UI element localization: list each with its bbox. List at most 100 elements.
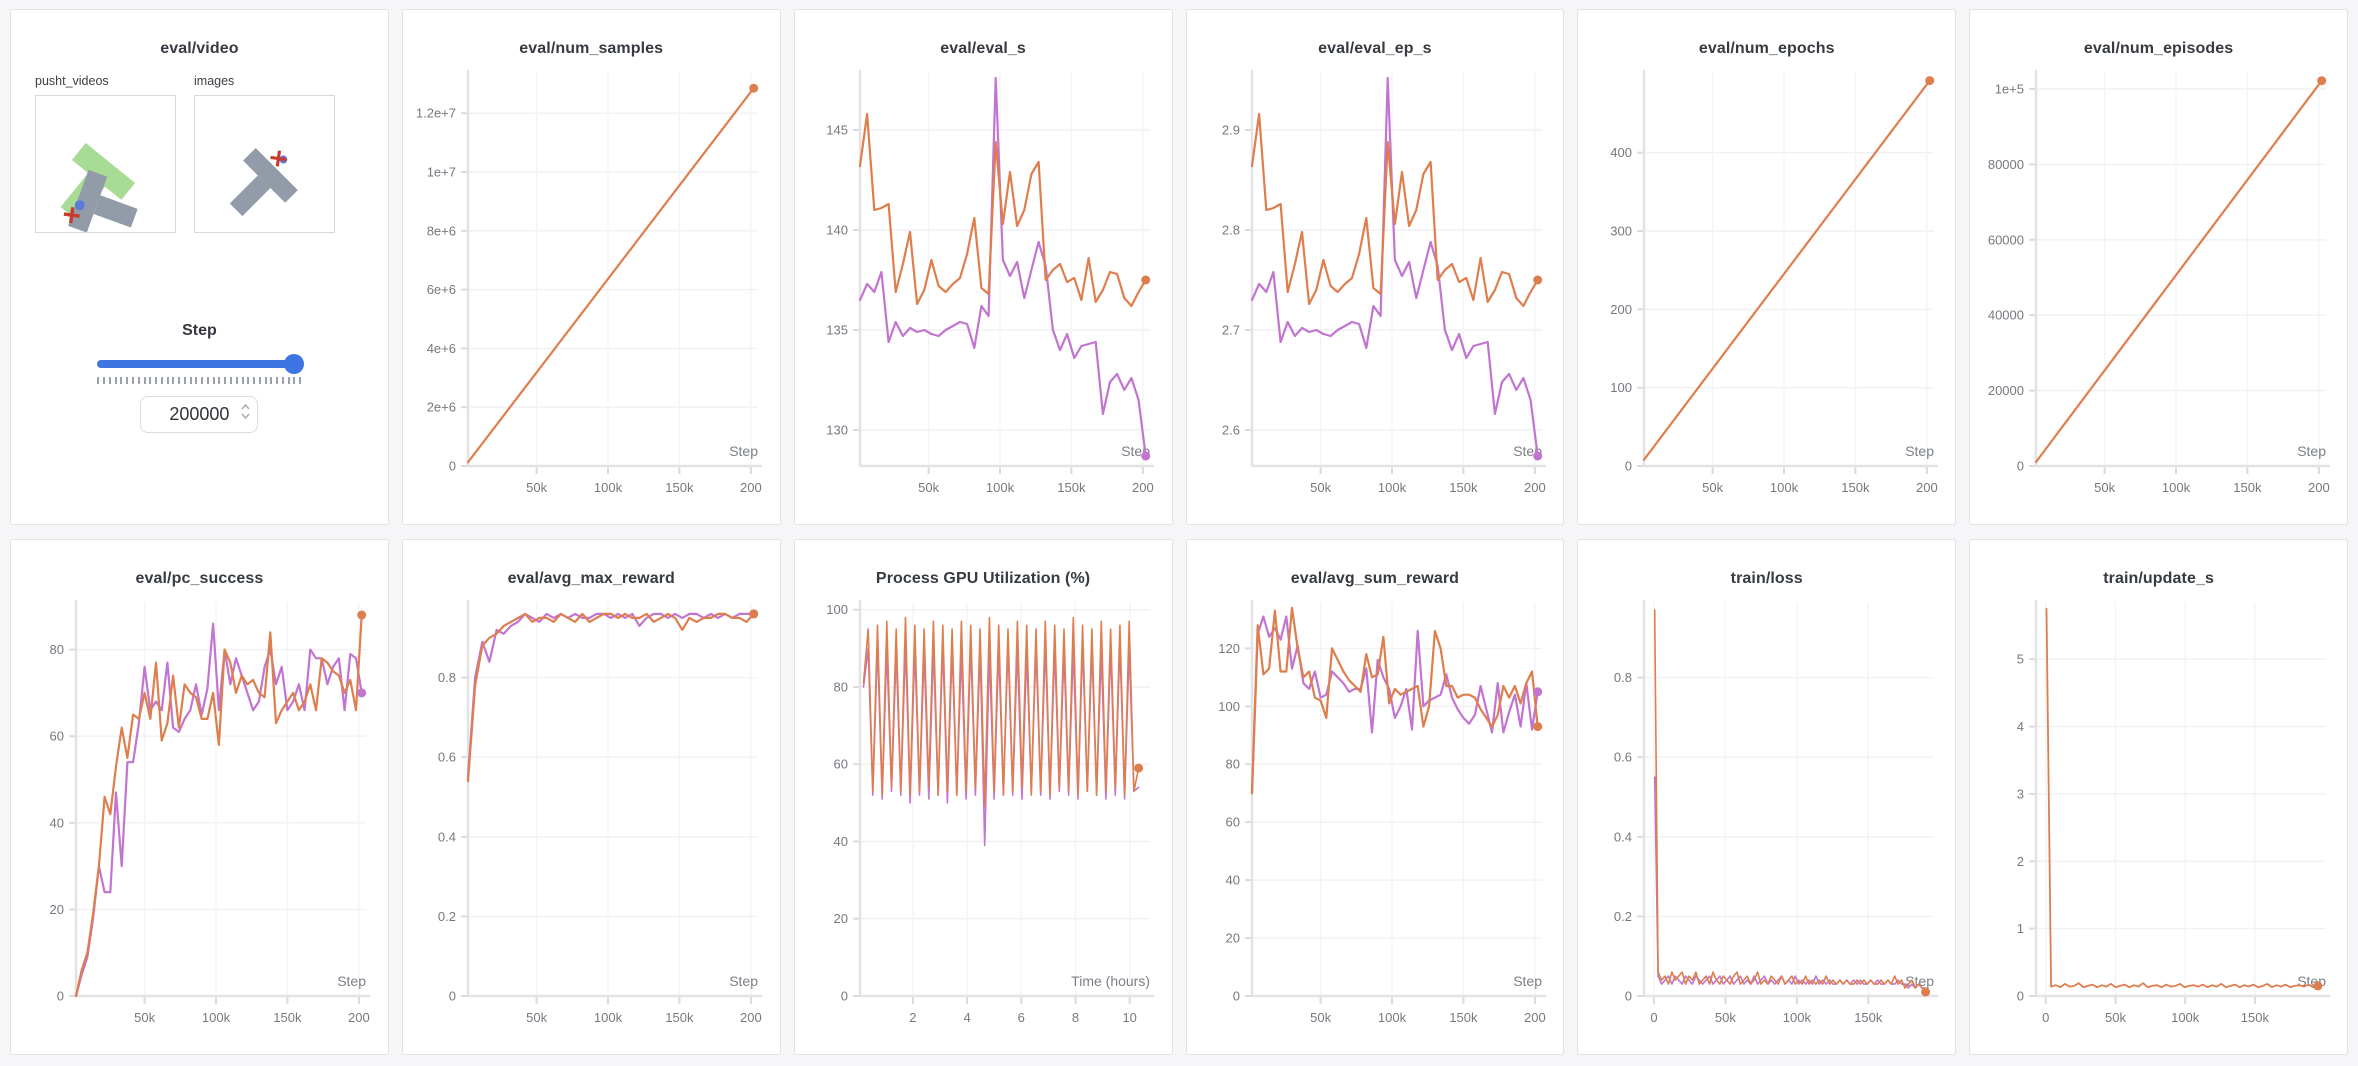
slider-track[interactable] bbox=[97, 360, 302, 368]
slider-thumb[interactable] bbox=[284, 354, 305, 374]
svg-text:400: 400 bbox=[1610, 145, 1632, 160]
panel-train-update-s[interactable]: train/update_s 0 1 2 3 4 5 0 50k 100k 150k Step bbox=[1969, 539, 2348, 1055]
line-chart[interactable]: 0 0.2 0.4 0.6 0.8 50k 100k 150k 200 Step bbox=[403, 594, 780, 1046]
svg-text:145: 145 bbox=[826, 123, 848, 138]
svg-text:200: 200 bbox=[1916, 480, 1938, 495]
svg-text:50k: 50k bbox=[918, 480, 939, 495]
panel-eval-eval-s[interactable]: eval/eval_s 130 135 140 145 50k 100k 150k 200 St… bbox=[793, 9, 1173, 525]
media-figure-pusht-videos: pusht_videos bbox=[35, 74, 176, 238]
svg-text:120: 120 bbox=[1218, 641, 1240, 656]
svg-text:20: 20 bbox=[50, 902, 64, 917]
chevron-up-icon[interactable] bbox=[241, 404, 251, 410]
panel-eval-video[interactable]: eval/video pusht_videos bbox=[10, 9, 389, 525]
panel-eval-eval-ep-s[interactable]: eval/eval_ep_s 2.6 2.7 2.8 2.9 50k 100k 150k 20… bbox=[1185, 9, 1565, 525]
svg-text:100k: 100k bbox=[594, 480, 623, 495]
svg-text:100k: 100k bbox=[1378, 1010, 1407, 1025]
svg-text:20000: 20000 bbox=[1987, 383, 2023, 398]
panel-title: eval/pc_success bbox=[135, 570, 264, 587]
svg-text:200: 200 bbox=[1610, 302, 1632, 317]
line-chart[interactable]: 0 20 40 60 80 100 120 50k 100k 150k 200 Step bbox=[1187, 594, 1564, 1046]
svg-text:100k: 100k bbox=[1378, 480, 1407, 495]
step-input-box bbox=[140, 396, 259, 433]
svg-text:2.8: 2.8 bbox=[1222, 223, 1240, 238]
media-figure-images: images bbox=[194, 74, 335, 238]
panel-title: eval/video bbox=[160, 40, 239, 57]
line-chart[interactable]: 130 135 140 145 50k 100k 150k 200 Step bbox=[795, 64, 1172, 516]
svg-text:0.4: 0.4 bbox=[1614, 829, 1632, 844]
svg-text:150k: 150k bbox=[2233, 480, 2262, 495]
chevron-down-icon[interactable] bbox=[241, 413, 251, 419]
svg-text:50k: 50k bbox=[526, 1010, 547, 1025]
svg-text:60: 60 bbox=[50, 729, 64, 744]
panel-eval-pc-success[interactable]: eval/pc_success 0 20 40 60 80 50k 100k 150k 200 S… bbox=[10, 539, 389, 1055]
panel-eval-avg-sum-reward[interactable]: eval/avg_sum_reward 0 20 40 60 80 100 120 50k 10… bbox=[1185, 539, 1565, 1055]
svg-text:8: 8 bbox=[1072, 1010, 1079, 1025]
line-chart[interactable]: 2.6 2.7 2.8 2.9 50k 100k 150k 200 Step bbox=[1187, 64, 1564, 516]
svg-text:2: 2 bbox=[909, 1010, 916, 1025]
panel-eval-num-epochs[interactable]: eval/num_epochs 0 100 200 300 400 50k 100k 150k… bbox=[1577, 9, 1957, 525]
svg-text:8e+6: 8e+6 bbox=[427, 223, 456, 238]
panel-gpu-utilization[interactable]: Process GPU Utilization (%) 0 20 40 60 80 100… bbox=[793, 539, 1173, 1055]
line-chart[interactable]: 0 1 2 3 4 5 0 50k 100k 150k Step bbox=[1970, 594, 2347, 1046]
svg-text:2e+6: 2e+6 bbox=[427, 400, 456, 415]
svg-text:100: 100 bbox=[1610, 380, 1632, 395]
svg-text:200: 200 bbox=[740, 1010, 762, 1025]
svg-text:60: 60 bbox=[834, 757, 848, 772]
svg-text:200: 200 bbox=[2308, 480, 2330, 495]
svg-text:20: 20 bbox=[1225, 931, 1239, 946]
svg-text:150k: 150k bbox=[666, 1010, 695, 1025]
svg-text:Step: Step bbox=[338, 973, 367, 989]
panel-eval-num-episodes[interactable]: eval/num_episodes 0 20000 40000 60000 80000 1… bbox=[1969, 9, 2348, 525]
svg-text:150k: 150k bbox=[1057, 480, 1086, 495]
panel-train-loss[interactable]: train/loss 0 0.2 0.4 0.6 0.8 0 50k 100k 150k Step bbox=[1577, 539, 1957, 1055]
svg-text:0: 0 bbox=[1625, 459, 1632, 474]
images-thumbnail[interactable] bbox=[194, 95, 335, 233]
step-slider[interactable] bbox=[97, 354, 305, 374]
svg-text:40: 40 bbox=[1225, 873, 1239, 888]
line-chart[interactable]: 0 20 40 60 80 100 2 4 6 8 10 Time (hours) bbox=[795, 594, 1172, 1046]
svg-text:4: 4 bbox=[964, 1010, 971, 1025]
panel-eval-num-samples[interactable]: eval/num_samples 0 2e+6 4e+6 6e+6 8e+6 1e+7 1.… bbox=[401, 9, 781, 525]
svg-text:100k: 100k bbox=[594, 1010, 623, 1025]
svg-text:0.4: 0.4 bbox=[438, 829, 456, 844]
svg-text:80000: 80000 bbox=[1987, 157, 2023, 172]
svg-text:100: 100 bbox=[1218, 699, 1240, 714]
svg-text:0.2: 0.2 bbox=[1614, 909, 1632, 924]
svg-text:0.6: 0.6 bbox=[438, 750, 456, 765]
line-chart[interactable]: 0 2e+6 4e+6 6e+6 8e+6 1e+7 1.2e+7 50k 100k 150k 20… bbox=[403, 64, 780, 516]
panel-title: eval/num_samples bbox=[519, 40, 664, 57]
svg-text:100k: 100k bbox=[1783, 1010, 1812, 1025]
svg-text:2.6: 2.6 bbox=[1222, 423, 1240, 438]
line-chart[interactable]: 0 20 40 60 80 50k 100k 150k 200 Step bbox=[11, 594, 388, 1046]
media-caption: pusht_videos bbox=[35, 74, 109, 88]
svg-text:50k: 50k bbox=[1310, 480, 1331, 495]
line-chart[interactable]: 0 100 200 300 400 50k 100k 150k 200 Step bbox=[1578, 64, 1955, 516]
svg-text:100k: 100k bbox=[2161, 480, 2190, 495]
svg-text:2: 2 bbox=[2016, 854, 2023, 869]
pusht-videos-thumbnail[interactable] bbox=[35, 95, 176, 233]
svg-text:20: 20 bbox=[834, 911, 848, 926]
svg-text:0.6: 0.6 bbox=[1614, 750, 1632, 765]
step-value-input[interactable] bbox=[159, 404, 240, 425]
svg-text:Step: Step bbox=[729, 443, 758, 459]
svg-text:0: 0 bbox=[1650, 1010, 1657, 1025]
svg-text:140: 140 bbox=[826, 223, 848, 238]
panel-eval-avg-max-reward[interactable]: eval/avg_max_reward 0 0.2 0.4 0.6 0.8 50k 100k… bbox=[401, 539, 781, 1055]
panel-title: eval/num_epochs bbox=[1698, 40, 1835, 57]
svg-text:1e+5: 1e+5 bbox=[1994, 82, 2023, 97]
svg-text:0: 0 bbox=[2016, 459, 2023, 474]
svg-text:50k: 50k bbox=[1715, 1010, 1736, 1025]
svg-text:Step: Step bbox=[2297, 443, 2326, 459]
line-chart[interactable]: 0 20000 40000 60000 80000 1e+5 50k 100k 150k 200 S… bbox=[1970, 64, 2347, 516]
svg-text:80: 80 bbox=[834, 680, 848, 695]
step-slider-label: Step bbox=[182, 322, 217, 339]
svg-text:200: 200 bbox=[740, 480, 762, 495]
svg-text:130: 130 bbox=[826, 423, 848, 438]
svg-text:50k: 50k bbox=[526, 480, 547, 495]
panel-title: train/update_s bbox=[2103, 570, 2214, 587]
svg-text:1.2e+7: 1.2e+7 bbox=[416, 106, 456, 121]
svg-text:200: 200 bbox=[1132, 480, 1154, 495]
svg-text:0: 0 bbox=[2042, 1010, 2049, 1025]
line-chart[interactable]: 0 0.2 0.4 0.6 0.8 0 50k 100k 150k Step bbox=[1578, 594, 1955, 1046]
